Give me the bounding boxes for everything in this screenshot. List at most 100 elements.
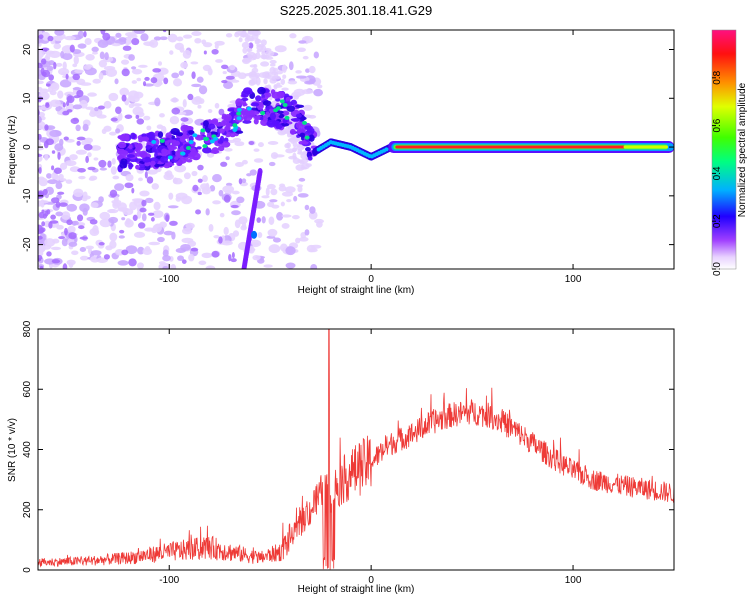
heat-speckle bbox=[205, 208, 210, 216]
heat-cluster bbox=[289, 128, 296, 135]
heat-cluster bbox=[145, 144, 153, 149]
heat-cluster bbox=[278, 114, 284, 119]
heat-speckle bbox=[42, 188, 48, 196]
heat-cluster bbox=[211, 118, 219, 124]
heat-speckle bbox=[85, 106, 94, 110]
heat-speckle bbox=[241, 41, 250, 49]
heat-speckle bbox=[39, 88, 50, 94]
heat-branch bbox=[241, 265, 247, 269]
heat-speckle bbox=[304, 204, 310, 211]
heat-speckle bbox=[65, 73, 69, 80]
heat-speckle bbox=[238, 216, 248, 225]
heat-cluster-hot bbox=[180, 151, 186, 156]
heat-cluster-hot bbox=[167, 155, 173, 160]
heat-trace-core bbox=[384, 147, 389, 152]
heat-speckle bbox=[223, 226, 229, 236]
heat-cluster-hot bbox=[236, 116, 242, 121]
x-tick-label: 0 bbox=[368, 575, 374, 586]
heat-speckle bbox=[137, 262, 144, 269]
heat-speckle bbox=[260, 61, 270, 67]
heat-speckle bbox=[276, 82, 281, 86]
heat-cluster bbox=[299, 132, 306, 138]
heat-speckle bbox=[241, 159, 248, 165]
heat-speckle bbox=[152, 68, 162, 73]
heat-speckle bbox=[218, 236, 223, 244]
heat-cluster bbox=[226, 122, 232, 127]
heat-speckle bbox=[108, 92, 119, 102]
heat-speckle bbox=[190, 247, 199, 252]
heat-speckle bbox=[261, 50, 266, 56]
heat-speckle bbox=[253, 63, 258, 69]
spectrogram-frame bbox=[37, 29, 675, 270]
heat-cluster bbox=[261, 115, 268, 122]
heat-speckle bbox=[38, 49, 45, 59]
heat-speckle bbox=[49, 99, 61, 108]
heat-speckle bbox=[90, 250, 102, 256]
heat-speckle bbox=[248, 246, 255, 254]
heat-speckle bbox=[153, 36, 162, 41]
heat-speckle bbox=[295, 75, 307, 79]
heat-cluster bbox=[185, 149, 191, 154]
heat-speckle bbox=[66, 100, 70, 107]
heat-speckle bbox=[144, 227, 155, 232]
heat-speckle bbox=[124, 114, 133, 119]
heat-speckle bbox=[241, 30, 247, 37]
heat-speckle bbox=[81, 197, 88, 202]
heat-speckle bbox=[194, 96, 202, 103]
heat-speckle bbox=[273, 154, 285, 158]
heat-cluster bbox=[157, 131, 164, 139]
x-tick-label: -100 bbox=[159, 575, 179, 586]
heat-speckle bbox=[304, 229, 310, 236]
heat-speckle bbox=[269, 199, 278, 203]
heat-cluster-hot bbox=[151, 139, 157, 144]
colorbar-tick-label: 0.2 bbox=[712, 214, 723, 228]
heat-speckle bbox=[39, 227, 45, 234]
heat-speckle bbox=[234, 162, 244, 167]
heat-speckle bbox=[309, 206, 316, 214]
heat-speckle bbox=[121, 249, 129, 256]
heat-speckle bbox=[162, 249, 169, 257]
heat-speckle bbox=[131, 80, 138, 84]
heat-speckle bbox=[128, 90, 139, 100]
heat-cluster bbox=[141, 133, 147, 138]
heat-speckle bbox=[291, 214, 300, 220]
heat-band-core bbox=[623, 145, 668, 149]
heat-speckle bbox=[139, 207, 147, 213]
heat-cluster bbox=[307, 156, 313, 161]
heat-speckle bbox=[131, 66, 137, 70]
heat-speckle bbox=[115, 32, 122, 38]
heat-cluster bbox=[180, 124, 190, 133]
heat-speckle bbox=[38, 115, 42, 124]
heat-cluster-hot bbox=[273, 108, 279, 113]
heat-speckle bbox=[292, 140, 298, 148]
spectrogram-ylabel: Frequency (Hz) bbox=[7, 116, 18, 185]
heat-cluster-hot bbox=[279, 99, 285, 104]
heat-speckle bbox=[53, 43, 61, 50]
heat-speckle bbox=[183, 172, 191, 180]
heat-cluster-hot bbox=[236, 107, 242, 112]
heat-cluster-hot bbox=[213, 136, 219, 141]
heat-speckle bbox=[256, 217, 261, 223]
heat-speckle bbox=[59, 79, 72, 88]
heat-speckle bbox=[306, 244, 316, 253]
heat-speckle bbox=[92, 78, 102, 84]
heat-speckle bbox=[267, 141, 279, 145]
heat-speckle bbox=[230, 258, 237, 263]
heat-speckle bbox=[53, 35, 64, 42]
heat-cluster bbox=[169, 144, 175, 151]
heat-speckle bbox=[108, 208, 116, 213]
heat-speckle bbox=[269, 78, 277, 84]
y-tick-label: 10 bbox=[22, 92, 33, 104]
heat-cluster bbox=[186, 159, 193, 163]
y-tick-label: 0 bbox=[22, 144, 33, 150]
heat-speckle bbox=[225, 75, 235, 80]
heat-cluster bbox=[305, 147, 311, 152]
heat-speckle bbox=[167, 205, 179, 209]
heat-speckle bbox=[225, 156, 230, 161]
heat-speckle bbox=[248, 79, 256, 86]
heat-speckle bbox=[150, 77, 158, 84]
heat-speckle bbox=[263, 264, 273, 268]
heat-speckle bbox=[269, 63, 276, 67]
heat-speckle bbox=[66, 219, 73, 226]
heat-speckle bbox=[105, 68, 118, 77]
